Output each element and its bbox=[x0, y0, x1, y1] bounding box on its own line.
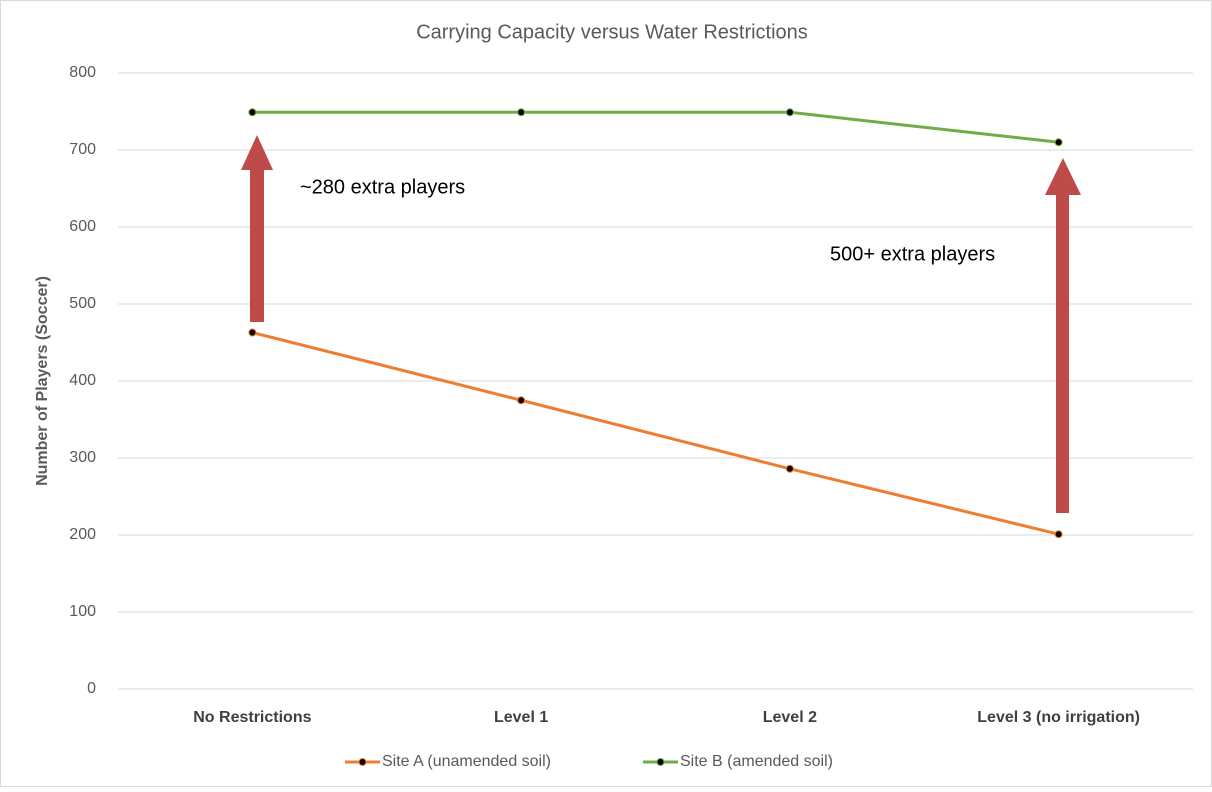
y-tick-label: 100 bbox=[69, 603, 96, 620]
x-tick-label: Level 3 (no irrigation) bbox=[977, 709, 1140, 726]
y-tick-label: 300 bbox=[69, 449, 96, 466]
series-line bbox=[252, 110, 1059, 144]
data-point bbox=[517, 396, 526, 405]
data-point bbox=[785, 464, 794, 473]
annotation: ~280 extra players bbox=[300, 176, 465, 198]
data-point bbox=[785, 108, 794, 117]
legend-label: Site B (amended soil) bbox=[680, 753, 833, 770]
y-tick-label: 800 bbox=[69, 64, 96, 81]
y-tick-label: 0 bbox=[87, 680, 96, 697]
data-point bbox=[248, 108, 257, 117]
x-tick-label: Level 2 bbox=[763, 709, 817, 726]
legend-label: Site A (unamended soil) bbox=[382, 753, 551, 770]
data-point bbox=[1054, 138, 1063, 147]
chart-title: Carrying Capacity versus Water Restricti… bbox=[416, 21, 808, 43]
data-point bbox=[517, 108, 526, 117]
y-tick-label: 700 bbox=[69, 141, 96, 158]
y-tick-label: 500 bbox=[69, 295, 96, 312]
x-tick-label: No Restrictions bbox=[193, 709, 311, 726]
x-tick-label: Level 1 bbox=[494, 709, 548, 726]
y-tick-label: 200 bbox=[69, 526, 96, 543]
annotation-arrow bbox=[1045, 158, 1081, 513]
annotation: 500+ extra players bbox=[830, 243, 995, 265]
legend-marker bbox=[358, 758, 367, 766]
y-tick-label: 400 bbox=[69, 372, 96, 389]
annotation-arrow bbox=[241, 135, 273, 322]
plot-area: 0 100 200 300 400 500 600 700 800 No Restrictions… bbox=[69, 64, 1193, 726]
y-axis-label: Number of Players (Soccer) bbox=[34, 276, 51, 486]
series-line bbox=[252, 331, 1059, 536]
legend-marker bbox=[656, 758, 665, 766]
data-point bbox=[1054, 530, 1063, 539]
y-tick-label: 600 bbox=[69, 218, 96, 235]
data-point bbox=[248, 328, 257, 337]
